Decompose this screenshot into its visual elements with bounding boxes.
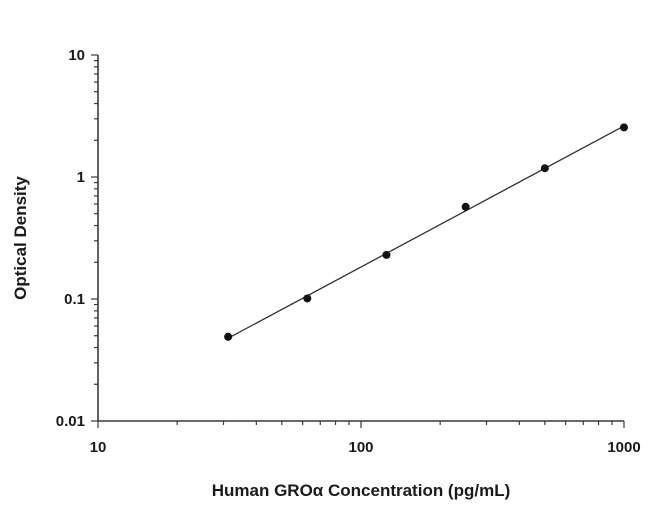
y-tick-label: 1: [77, 169, 85, 186]
x-tick-labels: 10 100 1000: [90, 439, 641, 456]
minor-ticks: [94, 59, 613, 425]
y-tick-label: 0.01: [56, 413, 85, 430]
data-points: [224, 123, 628, 341]
x-tick-label: 100: [348, 439, 373, 456]
data-point: [382, 250, 391, 259]
x-tick-label: 10: [90, 439, 107, 456]
y-axis-title: Optical Density: [11, 176, 30, 300]
data-point: [303, 294, 312, 303]
fit-line-group: [227, 125, 625, 339]
x-tick-label: 1000: [607, 439, 640, 456]
major-ticks: [91, 54, 625, 428]
y-tick-labels: 0.01 0.1 1 10: [56, 47, 85, 430]
data-point: [224, 332, 233, 341]
fit-line: [227, 125, 625, 339]
data-point: [461, 202, 470, 211]
data-point: [540, 164, 549, 173]
y-tick-label: 0.1: [64, 291, 85, 308]
y-tick-label: 10: [68, 47, 85, 64]
data-point: [620, 123, 628, 132]
x-axis-title: Human GROα Concentration (pg/mL): [212, 481, 511, 500]
